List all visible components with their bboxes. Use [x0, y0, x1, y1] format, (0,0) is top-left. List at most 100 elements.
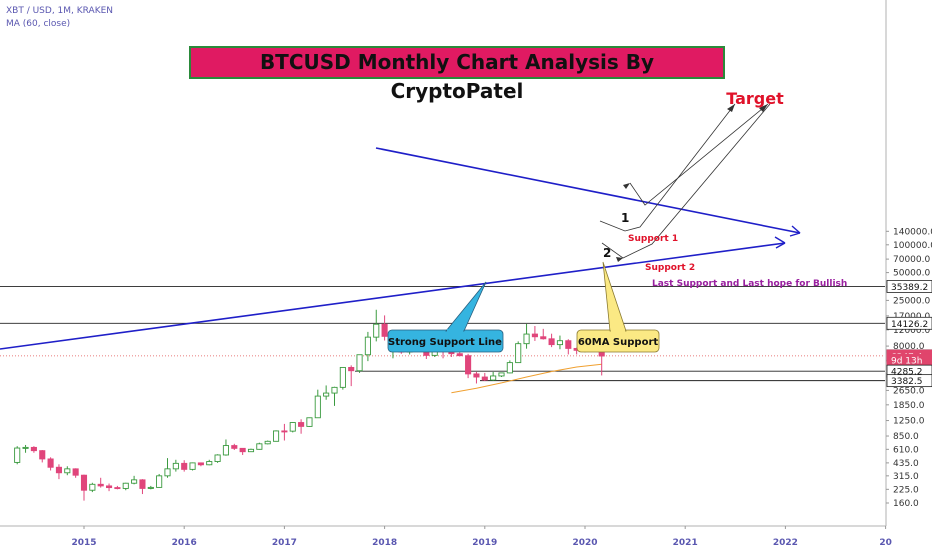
path-1-label: 1: [621, 211, 629, 225]
candle-2016-10: [256, 442, 263, 450]
candle-body: [348, 366, 355, 372]
candle-body: [206, 461, 213, 466]
price-tick-label: 315.0: [893, 472, 919, 482]
trend-lines: [0, 147, 801, 350]
chart-title: BTCUSD Monthly Chart Analysis By CryptoP…: [189, 46, 725, 103]
candle-2017-03: [298, 419, 305, 434]
candle-body: [181, 462, 188, 470]
candle-body: [289, 422, 296, 432]
time-tick-label: 2016: [172, 538, 197, 548]
candle-body: [89, 483, 96, 491]
ma-support-label: 60MA Support: [578, 337, 659, 348]
last-support-label: Last Support and Last hope for Bullish: [652, 279, 847, 289]
candle-body: [114, 487, 121, 490]
candle-body: [523, 333, 530, 345]
candle-2019-07: [531, 326, 538, 341]
price-tick-label: 1850.0: [893, 401, 925, 411]
support-trendline: [0, 242, 786, 350]
candle-body: [273, 430, 280, 442]
time-axis[interactable]: 2015 2016 2017 2018 2019 2020 2021 2022 20: [0, 525, 892, 548]
arrowhead-lower: [727, 104, 735, 112]
candle-body: [565, 340, 572, 349]
ma-60-polyline: [451, 363, 602, 394]
support2-label: Support 2: [645, 263, 695, 273]
candle-body: [39, 450, 46, 460]
candle-2016-02: [189, 462, 196, 471]
price-tick-label: 17000.0: [893, 312, 930, 322]
candle-body: [55, 466, 62, 474]
candle-body: [498, 372, 505, 377]
candle-2014-09: [47, 457, 54, 471]
price-tick-label: 225.0: [893, 485, 919, 495]
candle-2016-03: [197, 462, 204, 467]
price-tick-label: 435.0: [893, 459, 919, 469]
time-tick-label: 2021: [673, 538, 698, 548]
price-label-level: 3382.5: [891, 377, 923, 387]
candle-2019-04: [506, 360, 513, 374]
candlesticks: [14, 309, 605, 501]
candle-body: [364, 336, 371, 356]
candle-body: [164, 468, 171, 477]
time-tick-label: 2022: [773, 538, 798, 548]
candle-2019-06: [523, 323, 530, 349]
candle-body: [264, 440, 271, 445]
candle-body: [247, 448, 255, 453]
candle-body: [239, 447, 246, 453]
ma-legend: MA (60, close): [6, 19, 71, 29]
candle-body: [356, 354, 363, 372]
candle-body: [298, 422, 305, 427]
price-axis[interactable]: 160.0 225.0 315.0 435.0 610.0 850.0 1250.0 1850…: [885, 0, 932, 526]
candle-2014-11: [64, 466, 71, 476]
candle-body: [331, 386, 338, 394]
candle-body: [222, 445, 230, 456]
candle-body: [47, 458, 54, 468]
price-label-level: 14126.2: [891, 320, 928, 330]
horizontal-levels: [0, 286, 885, 382]
candle-body: [14, 447, 21, 463]
candle-body: [531, 333, 538, 338]
candle-2015-04: [105, 483, 113, 492]
candle-body: [490, 375, 497, 381]
price-label-level: 35389.2: [891, 283, 928, 293]
candle-2019-08: [540, 328, 547, 340]
target-path-upper: [629, 103, 769, 206]
price-tick-label: 12000.0: [893, 326, 930, 336]
candle-2014-08: [39, 449, 46, 463]
ma-support-callout: 60MA Support: [576, 261, 660, 353]
candle-body: [80, 474, 88, 491]
candle-body: [473, 373, 480, 378]
candle-2016-01: [181, 460, 188, 472]
candle-body: [314, 395, 321, 419]
price-tick-label: 160.0: [893, 499, 919, 509]
price-label-level: 4285.2: [891, 368, 923, 378]
candle-2017-02: [289, 422, 296, 433]
candle-2014-05: [14, 446, 21, 465]
candle-2019-01: [481, 372, 488, 382]
candle-2017-12: [373, 309, 380, 342]
candle-2017-05: [314, 389, 321, 419]
candle-body: [256, 443, 263, 450]
candle-body: [548, 338, 555, 346]
candle-2015-02: [89, 482, 96, 493]
price-tick-label: 140000.0: [893, 227, 932, 237]
candle-2017-01: [281, 423, 288, 441]
candle-body: [22, 446, 29, 449]
price-label-box: [886, 316, 932, 330]
candle-body: [506, 362, 513, 374]
candle-body: [122, 482, 129, 489]
candle-2018-12: [473, 371, 480, 384]
candle-body: [373, 323, 380, 338]
candle-body: [131, 479, 138, 484]
candle-2016-06: [222, 439, 230, 456]
candle-2016-11: [264, 440, 271, 445]
candle-2017-06: [323, 385, 330, 400]
target-label: Target: [726, 89, 784, 108]
price-tick-label: 1250.0: [893, 417, 925, 427]
price-label-box: [886, 280, 932, 293]
candle-2015-11: [164, 458, 171, 478]
candle-body: [156, 475, 163, 488]
arrowhead-1: [623, 183, 630, 189]
candle-2017-10: [356, 354, 363, 373]
candle-body: [281, 430, 288, 433]
